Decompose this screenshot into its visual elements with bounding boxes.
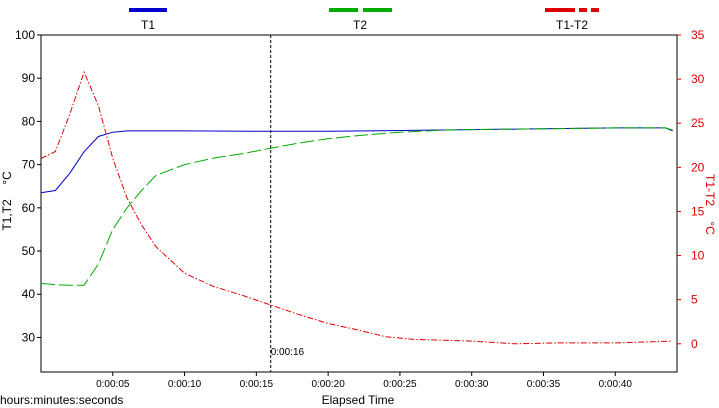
y-left-tick-label: 90 [22,71,36,85]
cursor-layer: 0:00:16 [270,35,305,372]
legend-swatch [129,8,167,12]
x-tick-label: 0:00:15 [240,379,274,390]
y-left-tick-label: 100 [15,28,35,42]
y-left-tick-label: 60 [22,201,36,215]
x-tick-label: 0:00:40 [599,379,633,390]
y-right-tick-label: 0 [691,337,698,351]
y-left-tick-label: 40 [22,287,36,301]
legend-label: T1 [141,18,155,32]
x-axis: 0:00:05 0:00:10 0:00:15 0:00:20 0:00:25 0:00:… [96,372,632,390]
x-axis-unit-label: hours:minutes:seconds [0,393,123,407]
y-left-tick-label: 70 [22,158,36,172]
y-axis-right-label: T1-T2 [703,174,717,206]
x-tick-label: 0:00:30 [455,379,489,390]
x-tick-label: 0:00:05 [96,379,130,390]
series-layer [40,70,673,345]
x-tick-label: 0:00:25 [383,379,417,390]
y-left-tick-label: 30 [22,330,36,344]
series-line-t2 [40,127,673,286]
y-right-tick-label: 30 [691,72,705,86]
y-right-tick-label: 5 [691,293,698,307]
y-axis-left: 30 40 50 60 70 80 90 100 [15,28,41,344]
y-right-tick-label: 35 [691,28,705,42]
cursor-label: 0:00:16 [271,347,305,358]
y-left-tick-label: 50 [22,244,36,258]
y-axis-left-unit: °C [0,171,14,185]
series-line-t1 [40,127,673,194]
legend: T1 T2 T1-T2 [129,8,599,32]
y-right-tick-label: 15 [691,204,705,218]
y-axis-left-label: T1,T2 [0,199,14,231]
legend-swatch [545,8,575,12]
y-right-tick-label: 10 [691,249,705,263]
legend-swatch [363,8,392,12]
legend-swatch [579,8,587,12]
y-axis-right: 0 5 10 15 20 25 30 35 [677,28,705,351]
legend-label: T1-T2 [556,18,588,32]
legend-swatch [591,8,599,12]
series-line-t1-t2 [40,70,673,345]
y-left-tick-label: 80 [22,114,36,128]
x-tick-label: 0:00:20 [311,379,345,390]
x-tick-label: 0:00:10 [168,379,202,390]
y-axis-right-unit: °C [703,221,717,235]
legend-swatch [329,8,358,12]
y-right-tick-label: 20 [691,160,705,174]
legend-label: T2 [353,18,367,32]
x-tick-label: 0:00:35 [527,379,561,390]
plot-frame [40,34,678,373]
y-right-tick-label: 25 [691,116,705,130]
x-axis-label: Elapsed Time [322,393,395,407]
